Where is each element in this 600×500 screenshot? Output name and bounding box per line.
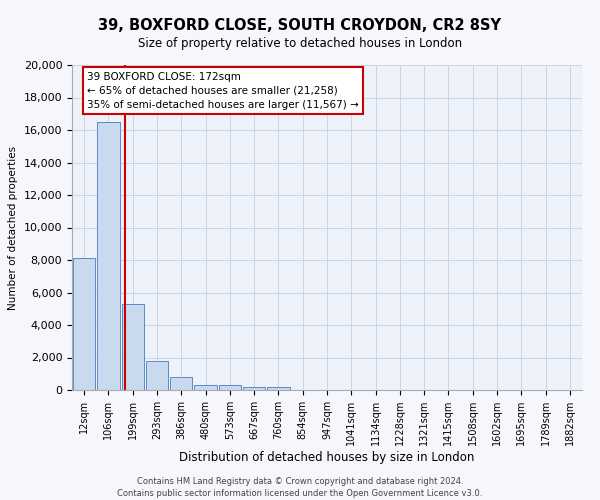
Bar [218,386,241,390]
Bar [243,387,265,390]
Bar [146,361,168,390]
Y-axis label: Number of detached properties: Number of detached properties [8,146,18,310]
Bar [97,122,119,390]
Text: Contains HM Land Registry data © Crown copyright and database right 2024.
Contai: Contains HM Land Registry data © Crown c… [118,476,482,498]
Bar [267,387,290,390]
Bar [73,258,95,390]
Text: Size of property relative to detached houses in London: Size of property relative to detached ho… [138,38,462,51]
Bar [122,304,144,390]
Bar [170,377,193,390]
X-axis label: Distribution of detached houses by size in London: Distribution of detached houses by size … [179,451,475,464]
Text: 39, BOXFORD CLOSE, SOUTH CROYDON, CR2 8SY: 39, BOXFORD CLOSE, SOUTH CROYDON, CR2 8S… [98,18,502,32]
Text: 39 BOXFORD CLOSE: 172sqm
← 65% of detached houses are smaller (21,258)
35% of se: 39 BOXFORD CLOSE: 172sqm ← 65% of detach… [88,72,359,110]
Bar [194,385,217,390]
